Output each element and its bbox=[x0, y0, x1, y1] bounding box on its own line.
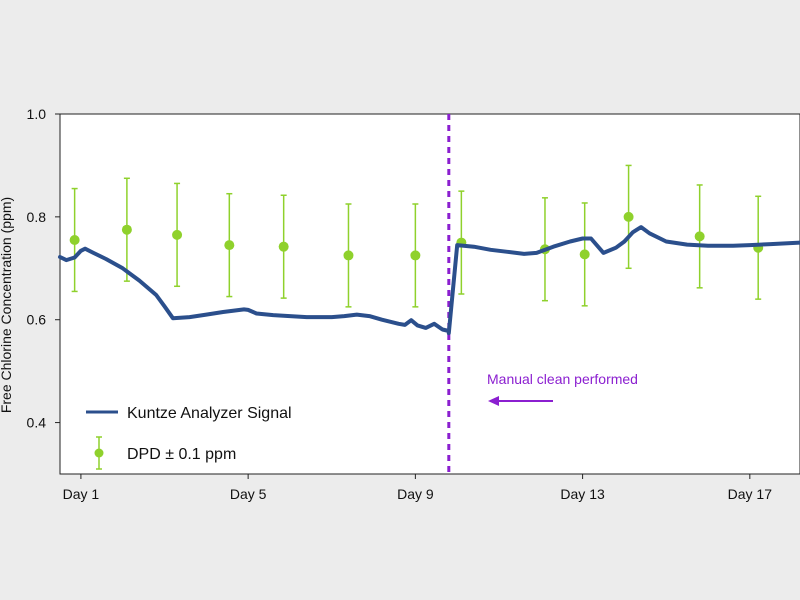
dpd-point-2 bbox=[172, 182, 183, 288]
legend-dpd-marker bbox=[94, 448, 104, 458]
dpd-point-6 bbox=[410, 203, 421, 308]
dpd-marker-2 bbox=[172, 229, 183, 240]
legend-label-analyzer: Kuntze Analyzer Signal bbox=[127, 405, 292, 422]
dpd-point-1 bbox=[121, 177, 132, 282]
annotation: Manual clean performed bbox=[487, 371, 638, 406]
x-axis: Day 1 Day 5 Day 9 Day 13 Day 17 bbox=[60, 473, 800, 502]
dpd-point-0 bbox=[69, 187, 80, 293]
dpd-point-9 bbox=[579, 202, 590, 307]
manual-clean-label: Manual clean performed bbox=[487, 371, 638, 387]
y-axis-label: Free Chlorine Concentration (ppm) bbox=[0, 197, 14, 413]
y-tick-label-2: 0.8 bbox=[27, 209, 47, 225]
analyzer-signal-line bbox=[58, 225, 800, 336]
x-tick-label-3: Day 13 bbox=[560, 486, 605, 502]
legend-swatch-dpd bbox=[94, 436, 104, 470]
dpd-marker-0 bbox=[69, 235, 80, 245]
dpd-point-10 bbox=[623, 164, 634, 270]
x-tick-label-1: Day 5 bbox=[230, 486, 267, 502]
y-tick-label-0: 0.4 bbox=[27, 415, 47, 431]
y-tick-label-1: 0.6 bbox=[27, 312, 47, 328]
y-ticks: 0.4 0.6 0.8 1.0 bbox=[27, 106, 60, 431]
y-tick-label-3: 1.0 bbox=[27, 106, 47, 122]
arrowhead-icon bbox=[488, 396, 499, 406]
dpd-point-5 bbox=[343, 203, 354, 308]
dpd-marker-11 bbox=[694, 231, 705, 242]
dpd-marker-1 bbox=[121, 224, 132, 235]
dpd-marker-5 bbox=[343, 250, 354, 261]
x-tick-label-0: Day 1 bbox=[63, 486, 100, 502]
dpd-point-11 bbox=[694, 184, 705, 289]
dpd-point-4 bbox=[278, 194, 289, 299]
dpd-point-3 bbox=[224, 192, 235, 298]
legend-label-dpd: DPD ± 0.1 ppm bbox=[127, 446, 236, 463]
dpd-marker-3 bbox=[224, 240, 235, 251]
x-tick-label-2: Day 9 bbox=[397, 486, 434, 502]
legend: Kuntze Analyzer Signal DPD ± 0.1 ppm bbox=[86, 405, 292, 470]
dpd-series bbox=[69, 164, 764, 308]
dpd-marker-9 bbox=[579, 249, 590, 260]
dpd-marker-4 bbox=[278, 241, 289, 252]
x-tick-label-4: Day 17 bbox=[728, 486, 773, 502]
y-axis: 0.4 0.6 0.8 1.0 Free Chlorine Concentration… bbox=[0, 106, 61, 474]
x-ticks: Day 1 Day 5 Day 9 Day 13 Day 17 bbox=[63, 474, 773, 502]
dpd-marker-10 bbox=[623, 211, 634, 222]
plot-area bbox=[59, 113, 800, 475]
dpd-marker-6 bbox=[410, 250, 421, 261]
